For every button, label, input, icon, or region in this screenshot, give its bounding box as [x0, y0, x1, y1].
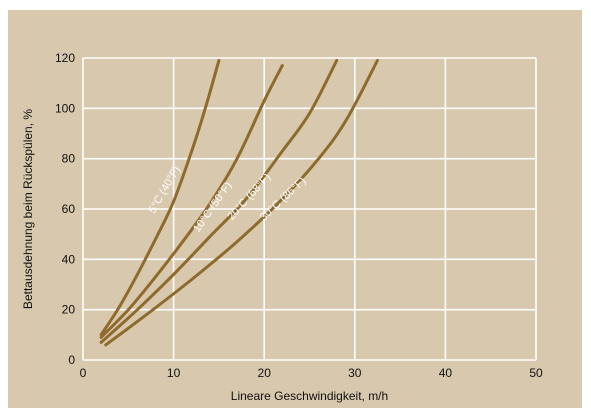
x-tick-label: 0 [80, 366, 87, 380]
x-axis-label: Lineare Geschwindigkeit, m/h [231, 389, 388, 403]
series-line [104, 59, 379, 347]
curves [99, 59, 379, 347]
y-tick-label: 80 [62, 152, 76, 166]
x-tick-label: 30 [348, 366, 362, 380]
series-line [99, 64, 284, 339]
x-tick-label: 40 [439, 366, 453, 380]
y-tick-label: 120 [55, 51, 75, 65]
tick-labels: 0 10 20 30 40 50 0 20 40 60 80 100 120 [55, 51, 543, 380]
y-tick-label: 100 [55, 101, 75, 115]
x-tick-label: 10 [167, 366, 181, 380]
grid [82, 57, 537, 361]
x-tick-label: 50 [529, 366, 543, 380]
y-tick-label: 40 [62, 252, 76, 266]
series-line [99, 59, 339, 344]
x-tick-label: 20 [258, 366, 272, 380]
y-axis-label: Bettausdehnung beim Rückspülen, % [21, 109, 35, 309]
y-tick-label: 60 [62, 202, 76, 216]
series-line [99, 59, 221, 337]
chart-panel: 0 10 20 30 40 50 0 20 40 60 80 100 120 5°C (40°F) 10°… [8, 10, 582, 408]
y-tick-label: 0 [68, 353, 75, 367]
y-tick-label: 20 [62, 303, 76, 317]
